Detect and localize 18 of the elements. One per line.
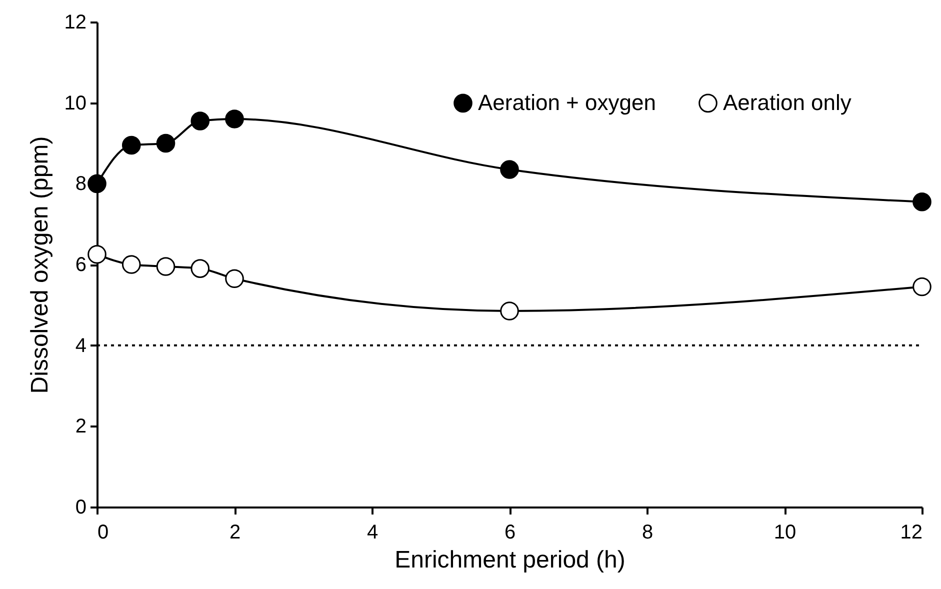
y-tick-label: 12 xyxy=(64,12,86,34)
y-tick-label: 2 xyxy=(75,416,86,438)
y-tick-label: 10 xyxy=(64,92,86,114)
y-tick-label: 6 xyxy=(75,254,86,276)
legend-label: Aeration only xyxy=(723,90,852,116)
x-tick-label: 2 xyxy=(229,522,241,544)
x-tick-label: 6 xyxy=(504,522,516,544)
x-tick-label: 8 xyxy=(642,522,654,544)
x-tick-label: 4 xyxy=(366,522,378,544)
x-axis-title: Enrichment period (h) xyxy=(394,546,626,574)
x-tick-label: 0 xyxy=(98,522,109,544)
y-tick-label: 4 xyxy=(75,334,86,357)
legend-label: Aeration + oxygen xyxy=(478,90,656,116)
y-tick-label: 0 xyxy=(75,496,86,518)
x-tick-label: 10 xyxy=(774,522,796,544)
y-tick-label: 8 xyxy=(75,173,86,196)
x-tick-label: 12 xyxy=(900,522,922,544)
y-axis-title: Dissolved oxygen (ppm) xyxy=(26,136,54,394)
